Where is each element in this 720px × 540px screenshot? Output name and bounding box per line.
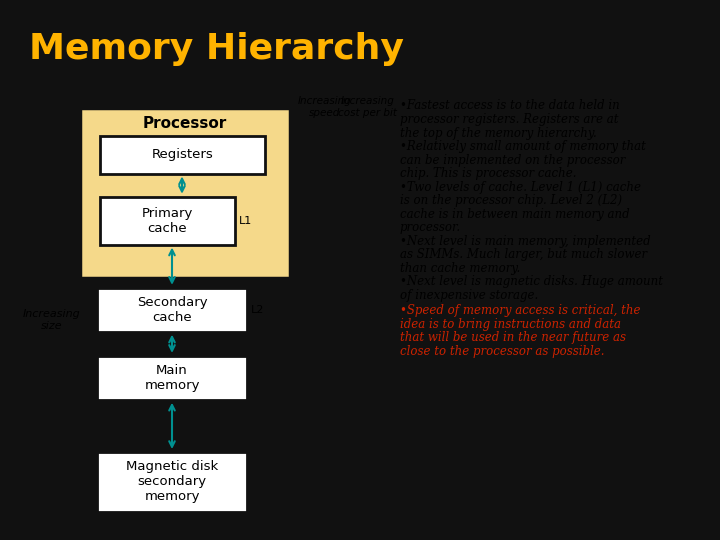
Text: Processor: Processor <box>143 116 227 131</box>
Text: •Relatively small amount of memory that: •Relatively small amount of memory that <box>400 140 646 153</box>
Text: close to the processor as possible.: close to the processor as possible. <box>400 345 605 358</box>
Text: processor registers. Registers are at: processor registers. Registers are at <box>400 113 618 126</box>
FancyBboxPatch shape <box>97 356 247 400</box>
Text: •Two levels of cache. Level 1 (L1) cache: •Two levels of cache. Level 1 (L1) cache <box>400 180 641 193</box>
Text: cache is in between main memory and: cache is in between main memory and <box>400 207 629 221</box>
Text: idea is to bring instructions and data: idea is to bring instructions and data <box>400 318 621 330</box>
FancyBboxPatch shape <box>97 288 247 332</box>
Text: processor.: processor. <box>400 221 461 234</box>
Text: the top of the memory hierarchy.: the top of the memory hierarchy. <box>400 126 597 139</box>
Text: •Next level is main memory, implemented: •Next level is main memory, implemented <box>400 235 651 248</box>
Text: can be implemented on the processor: can be implemented on the processor <box>400 153 626 166</box>
Text: than cache memory.: than cache memory. <box>400 262 521 275</box>
Text: Increasing
size: Increasing size <box>23 309 81 330</box>
Text: Increasing
speed: Increasing speed <box>298 96 352 118</box>
Text: Secondary
cache: Secondary cache <box>137 296 207 324</box>
Text: is on the processor chip. Level 2 (L2): is on the processor chip. Level 2 (L2) <box>400 194 622 207</box>
Text: Increasing
cost per bit: Increasing cost per bit <box>338 96 397 118</box>
FancyBboxPatch shape <box>97 452 247 512</box>
Text: Magnetic disk
secondary
memory: Magnetic disk secondary memory <box>126 461 218 503</box>
Text: Registers: Registers <box>152 148 213 161</box>
Text: •Fastest access is to the data held in: •Fastest access is to the data held in <box>400 99 620 112</box>
Text: •Next level is magnetic disks. Huge amount: •Next level is magnetic disks. Huge amou… <box>400 275 663 288</box>
Text: that will be used in the near future as: that will be used in the near future as <box>400 331 626 345</box>
Text: as SIMMs. Much larger, but much slower: as SIMMs. Much larger, but much slower <box>400 248 647 261</box>
Text: Main
memory: Main memory <box>144 364 199 392</box>
FancyBboxPatch shape <box>80 107 290 278</box>
Text: chip. This is processor cache.: chip. This is processor cache. <box>400 167 577 180</box>
FancyBboxPatch shape <box>100 136 265 173</box>
Text: L1: L1 <box>239 215 252 226</box>
Text: •Speed of memory access is critical, the: •Speed of memory access is critical, the <box>400 304 641 317</box>
FancyBboxPatch shape <box>100 197 235 245</box>
Text: Primary
cache: Primary cache <box>142 207 193 235</box>
Text: Memory Hierarchy: Memory Hierarchy <box>29 31 404 65</box>
Text: L2: L2 <box>251 305 264 315</box>
Text: of inexpensive storage.: of inexpensive storage. <box>400 289 539 302</box>
